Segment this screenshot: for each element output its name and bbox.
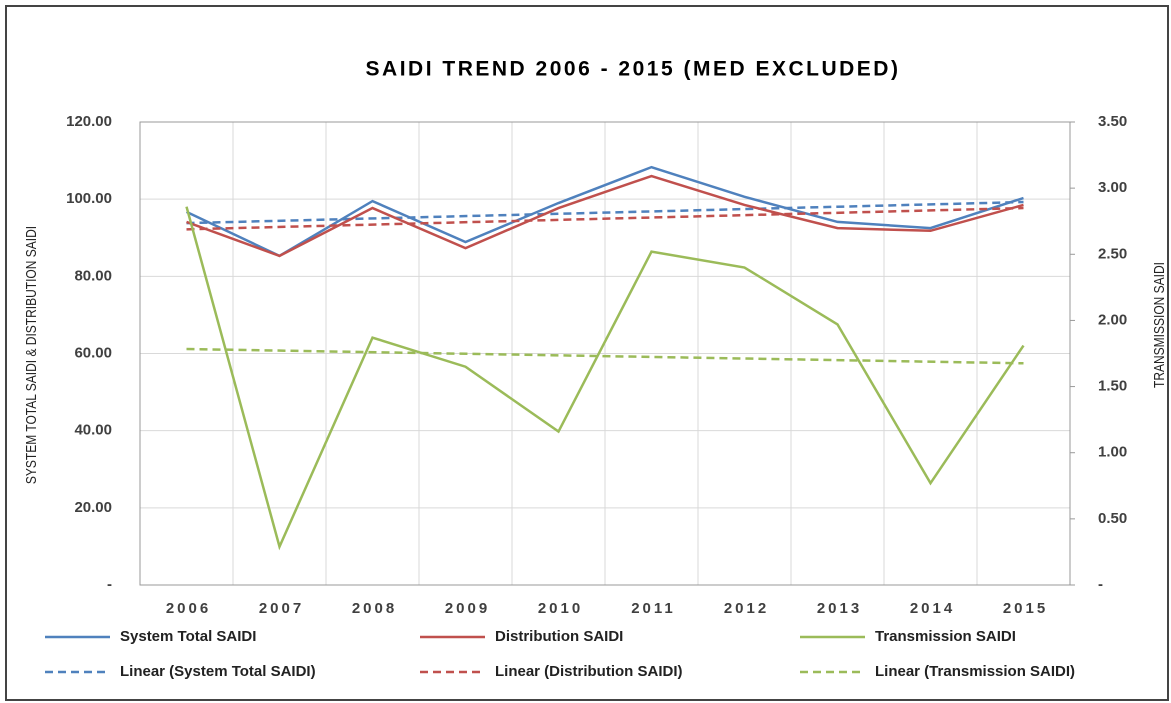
y-tick-label: 100.00 bbox=[66, 190, 112, 207]
legend-label: Transmission SAIDI bbox=[875, 628, 1016, 645]
x-tick-label: 2009 bbox=[445, 600, 490, 617]
y2-tick-label: 1.50 bbox=[1098, 378, 1127, 395]
legend-label: Linear (System Total SAIDI) bbox=[120, 663, 316, 680]
y2-tick-label: 2.00 bbox=[1098, 311, 1127, 328]
y-tick-label: 120.00 bbox=[66, 113, 112, 130]
y2-axis-title: TRANSMISSION SAIDI bbox=[1151, 262, 1168, 388]
y-tick-label: 40.00 bbox=[74, 422, 112, 439]
plot-border bbox=[139, 121, 1071, 586]
y-tick-label: 60.00 bbox=[74, 344, 112, 361]
y-tick-label: - bbox=[107, 576, 112, 593]
trendline bbox=[186, 200, 1024, 225]
series-line bbox=[185, 165, 1024, 258]
x-tick-label: 2010 bbox=[538, 600, 583, 617]
x-tick-label: 2015 bbox=[1003, 600, 1048, 617]
x-tick-label: 2006 bbox=[166, 600, 211, 617]
x-tick-label: 2008 bbox=[352, 600, 397, 617]
y2-tick-label: 3.50 bbox=[1098, 113, 1127, 130]
legend-label: Linear (Transmission SAIDI) bbox=[875, 663, 1075, 680]
y-axis-title: SYSTEM TOTAL SAIDI & DISTRIBUTION SAIDI bbox=[23, 226, 40, 484]
legend-label: System Total SAIDI bbox=[120, 628, 256, 645]
x-tick-label: 2014 bbox=[910, 600, 955, 617]
series-line bbox=[186, 174, 1024, 258]
y-tick-label: 20.00 bbox=[74, 499, 112, 516]
x-tick-label: 2011 bbox=[631, 600, 676, 617]
y2-tick-label: 2.50 bbox=[1098, 245, 1127, 262]
chart-title: SAIDI TREND 2006 - 2015 (MED EXCLUDED) bbox=[366, 58, 901, 81]
x-tick-label: 2012 bbox=[724, 600, 769, 617]
x-tick-label: 2013 bbox=[817, 600, 862, 617]
legend-label: Linear (Distribution SAIDI) bbox=[495, 663, 683, 680]
trendline bbox=[186, 347, 1024, 365]
y2-tick-label: 0.50 bbox=[1098, 510, 1127, 527]
y2-tick-label: 3.00 bbox=[1098, 179, 1127, 196]
y2-tick-label: 1.00 bbox=[1098, 444, 1127, 461]
y2-tick-label: - bbox=[1098, 576, 1103, 593]
x-tick-label: 2007 bbox=[259, 600, 304, 617]
legend-label: Distribution SAIDI bbox=[495, 628, 623, 645]
series-line bbox=[185, 206, 1025, 551]
trendline bbox=[186, 206, 1024, 231]
y-tick-label: 80.00 bbox=[74, 267, 112, 284]
